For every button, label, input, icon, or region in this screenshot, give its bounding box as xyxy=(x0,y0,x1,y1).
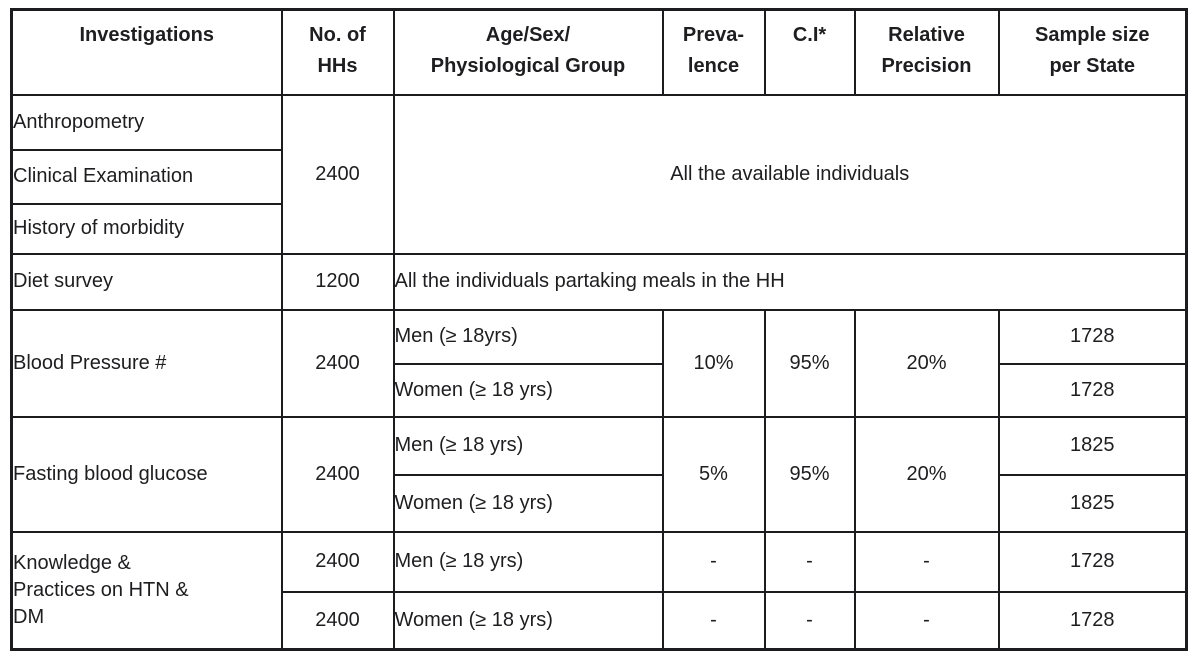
cell-hhs-blood-pressure: 2400 xyxy=(280,308,395,418)
cell-investigation-knowledge-practices: Knowledge & Practices on HTN & DM xyxy=(10,530,283,651)
cell-hhs-knowledge-men: 2400 xyxy=(280,530,395,593)
cell-sample-fbg-men: 1825 xyxy=(997,415,1188,476)
col-header-prevalence: Preva- lence xyxy=(661,8,766,96)
cell-prevalence-knowledge-men: - xyxy=(661,530,766,593)
cell-hhs-fasting-blood-glucose: 2400 xyxy=(280,415,395,533)
cell-investigation-fasting-blood-glucose: Fasting blood glucose xyxy=(10,415,283,533)
cell-sample-bp-men: 1728 xyxy=(997,308,1188,365)
cell-group-knowledge-men: Men (≥ 18 yrs) xyxy=(392,530,664,593)
cell-investigation-clinical-examination: Clinical Examination xyxy=(10,148,283,205)
cell-ci-knowledge-women: - xyxy=(763,590,856,651)
cell-ci-fbg: 95% xyxy=(763,415,856,533)
header-row: Investigations No. of HHs Age/Sex/ Physi… xyxy=(10,8,1188,96)
row-blood-pressure-women: Women (≥ 18 yrs) 1728 xyxy=(12,362,1188,418)
survey-sampling-table: Investigations No. of HHs Age/Sex/ Physi… xyxy=(10,8,1188,651)
cell-hhs-group1: 2400 xyxy=(280,93,395,255)
cell-group-bp-women: Women (≥ 18 yrs) xyxy=(392,362,664,418)
row-knowledge-practices-men: Knowledge & Practices on HTN & DM 2400 M… xyxy=(10,530,1188,651)
cell-group-fbg-women: Women (≥ 18 yrs) xyxy=(392,473,664,533)
col-header-age-sex-group: Age/Sex/ Physiological Group xyxy=(392,8,664,96)
row-history-of-morbidity: History of morbidity xyxy=(10,202,1187,255)
cell-sample-knowledge-women: 1728 xyxy=(997,590,1188,651)
cell-investigation-history-of-morbidity: History of morbidity xyxy=(10,202,283,255)
row-fasting-blood-glucose-women: Women (≥ 18 yrs) 1825 xyxy=(12,473,1188,533)
table-container: Investigations No. of HHs Age/Sex/ Physi… xyxy=(10,8,1188,651)
col-header-sample-size: Sample size per State xyxy=(997,8,1188,96)
col-header-relative-precision: Relative Precision xyxy=(853,8,1000,96)
cell-prevalence-fbg: 5% xyxy=(661,415,766,533)
cell-prevalence-bp: 10% xyxy=(661,308,766,418)
cell-precision-bp: 20% xyxy=(853,308,1000,418)
cell-ci-bp: 95% xyxy=(763,308,856,418)
cell-hhs-diet-survey: 1200 xyxy=(280,252,395,311)
col-header-investigations: Investigations xyxy=(10,8,283,96)
row-blood-pressure-men: Blood Pressure # 2400 Men (≥ 18yrs) 10% … xyxy=(10,308,1188,418)
cell-hhs-knowledge-women: 2400 xyxy=(280,590,395,651)
cell-group-fbg-men: Men (≥ 18 yrs) xyxy=(392,415,664,476)
cell-group-bp-men: Men (≥ 18yrs) xyxy=(392,308,664,365)
cell-prevalence-knowledge-women: - xyxy=(661,590,766,651)
cell-sample-fbg-women: 1825 xyxy=(997,473,1188,533)
cell-investigation-diet-survey: Diet survey xyxy=(10,252,283,311)
cell-ci-knowledge-men: - xyxy=(763,530,856,593)
cell-precision-fbg: 20% xyxy=(853,415,1000,533)
row-knowledge-practices-women: 2400 Women (≥ 18 yrs) - - - 1728 xyxy=(12,590,1188,651)
cell-group-partaking-meals: All the individuals partaking meals in t… xyxy=(392,252,1188,311)
row-fasting-blood-glucose-men: Fasting blood glucose 2400 Men (≥ 18 yrs… xyxy=(10,415,1188,533)
cell-sample-knowledge-men: 1728 xyxy=(997,530,1188,593)
cell-sample-bp-women: 1728 xyxy=(997,362,1188,418)
cell-investigation-blood-pressure: Blood Pressure # xyxy=(10,308,283,418)
cell-group-all-available-individuals: All the available individuals xyxy=(392,93,1188,255)
cell-precision-knowledge-women: - xyxy=(853,590,1000,651)
cell-investigation-anthropometry: Anthropometry xyxy=(10,93,283,151)
col-header-ci: C.I* xyxy=(763,8,856,96)
col-header-no-of-hhs: No. of HHs xyxy=(280,8,395,96)
cell-precision-knowledge-men: - xyxy=(853,530,1000,593)
cell-group-knowledge-women: Women (≥ 18 yrs) xyxy=(392,590,664,651)
row-clinical-examination: Clinical Examination xyxy=(10,148,1187,205)
row-diet-survey: Diet survey 1200 All the individuals par… xyxy=(10,252,1188,311)
row-anthropometry: Anthropometry 2400 All the available ind… xyxy=(10,93,1188,255)
